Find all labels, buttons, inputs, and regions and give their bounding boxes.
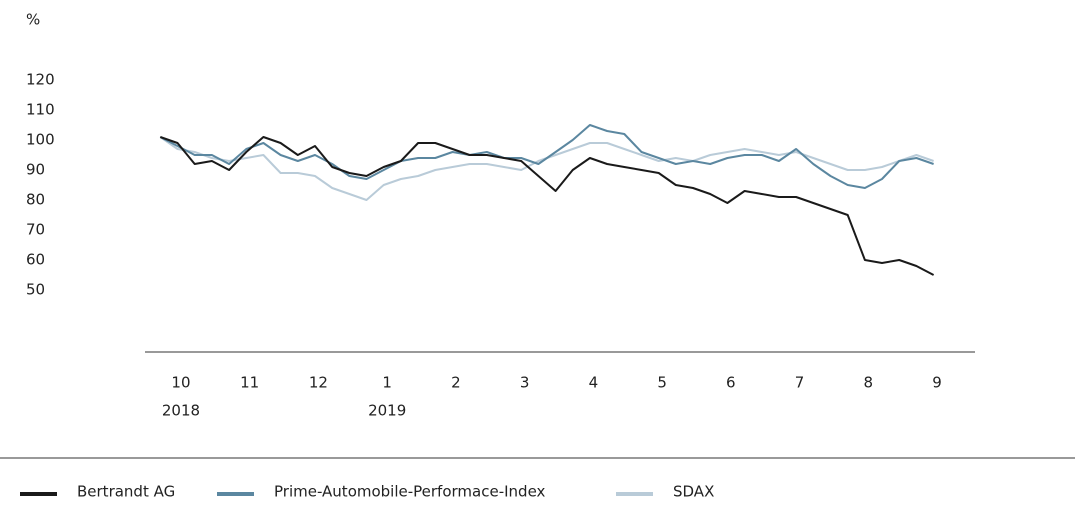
x-tick-label: 12 (309, 374, 328, 392)
x-tick-label: 5 (657, 374, 667, 392)
x-tick-label: 11 (240, 374, 259, 392)
y-tick-label: 120 (26, 71, 55, 89)
y-tick-label: 70 (26, 221, 45, 239)
y-tick-label: 60 (26, 251, 45, 269)
y-tick-label: 90 (26, 161, 45, 179)
y-unit: % (26, 11, 40, 29)
y-tick-label: 100 (26, 131, 55, 149)
x-tick-label: 6 (726, 374, 736, 392)
year-label: 2019 (368, 402, 406, 420)
legend-label: Prime-Automobile-Performace-Index (274, 483, 546, 501)
x-tick-label: 8 (864, 374, 874, 392)
y-tick-label: 110 (26, 101, 55, 119)
x-tick-label: 7 (795, 374, 805, 392)
series-line (159, 136, 934, 201)
series-line (159, 124, 934, 189)
y-tick-label: 80 (26, 191, 45, 209)
legend-label: SDAX (673, 483, 714, 501)
x-tick-label: 1 (382, 374, 392, 392)
x-tick-label: 2 (451, 374, 461, 392)
x-tick-label: 3 (520, 374, 530, 392)
legend-label: Bertrandt AG (77, 483, 175, 501)
x-tick-label: 9 (932, 374, 942, 392)
x-tick-label: 10 (171, 374, 190, 392)
series-line (159, 136, 935, 276)
y-tick-label: 50 (26, 281, 45, 299)
x-tick-label: 4 (589, 374, 599, 392)
year-label: 2018 (162, 402, 200, 420)
